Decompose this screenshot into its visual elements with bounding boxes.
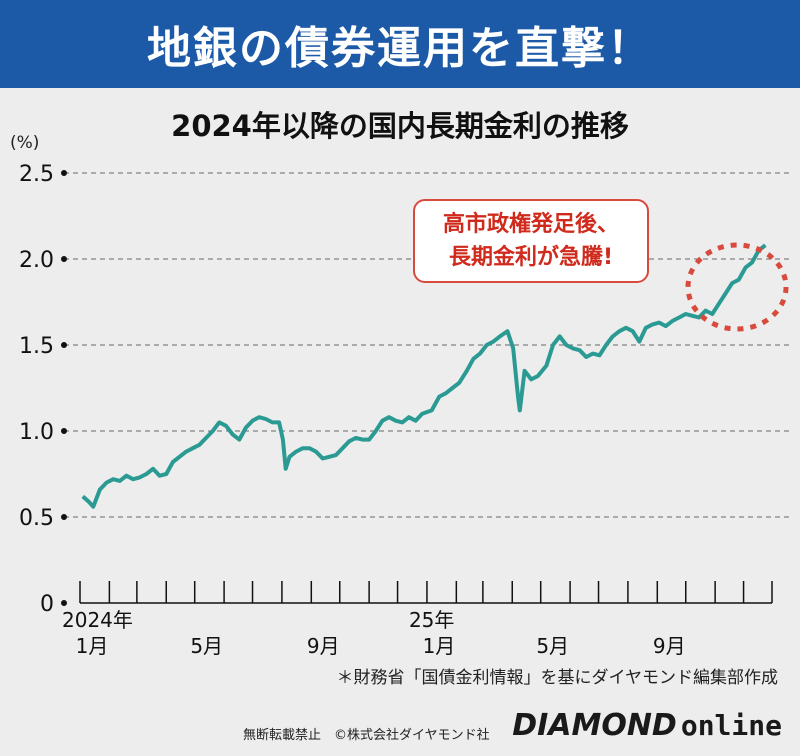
brand-logo: DIAMOND online — [512, 708, 782, 743]
x-tick-month: 5月 — [536, 634, 569, 658]
y-tick-label: 0 — [40, 592, 54, 617]
x-tick-month: 1月 — [423, 634, 456, 658]
x-tick-month: 1月 — [76, 634, 109, 658]
header-banner: 地銀の債券運用を直撃！ — [0, 0, 800, 88]
x-tick-month: 5月 — [190, 634, 223, 658]
callout-line-1: 高市政権発足後、 — [442, 212, 619, 237]
chart-title: 2024年以降の国内長期金利の推移 — [171, 109, 629, 143]
x-tick-month: 9月 — [307, 634, 340, 658]
header-title: 地銀の債券運用を直撃！ — [147, 23, 653, 74]
y-tick-label: 1.0 — [19, 420, 54, 445]
source-note: ＊財務省「国債金利情報」を基にダイヤモンド編集部作成 — [336, 668, 779, 688]
y-tick-label: 2.0 — [19, 248, 54, 273]
y-tick-dot — [61, 170, 67, 176]
logo-main: DIAMOND — [512, 708, 677, 743]
x-tick-year: 25年 — [409, 608, 454, 632]
callout-line-2: 長期金利が急騰! — [448, 245, 614, 270]
y-tick-dot — [61, 600, 67, 606]
y-axis: 0 0.5 1.0 1.5 2.0 2.5 — [19, 162, 67, 617]
x-tick-year: 2024年 — [62, 608, 133, 632]
x-tick-month: 9月 — [653, 634, 686, 658]
y-tick-dot — [61, 428, 67, 434]
y-tick-label: 2.5 — [19, 162, 54, 187]
y-tick-label: 0.5 — [19, 506, 54, 531]
copyright-text: 無断転載禁止 ©株式会社ダイヤモンド社 — [243, 728, 490, 743]
y-tick-dot — [61, 342, 67, 348]
logo-sub: online — [680, 709, 782, 742]
y-tick-dot — [61, 514, 67, 520]
highlight-circle — [685, 242, 789, 332]
y-tick-label: 1.5 — [19, 334, 54, 359]
y-tick-dot — [61, 256, 67, 262]
callout-box: 高市政権発足後、 長期金利が急騰! — [413, 199, 649, 283]
series-line — [81, 243, 767, 509]
y-axis-label: (%) — [10, 133, 39, 153]
